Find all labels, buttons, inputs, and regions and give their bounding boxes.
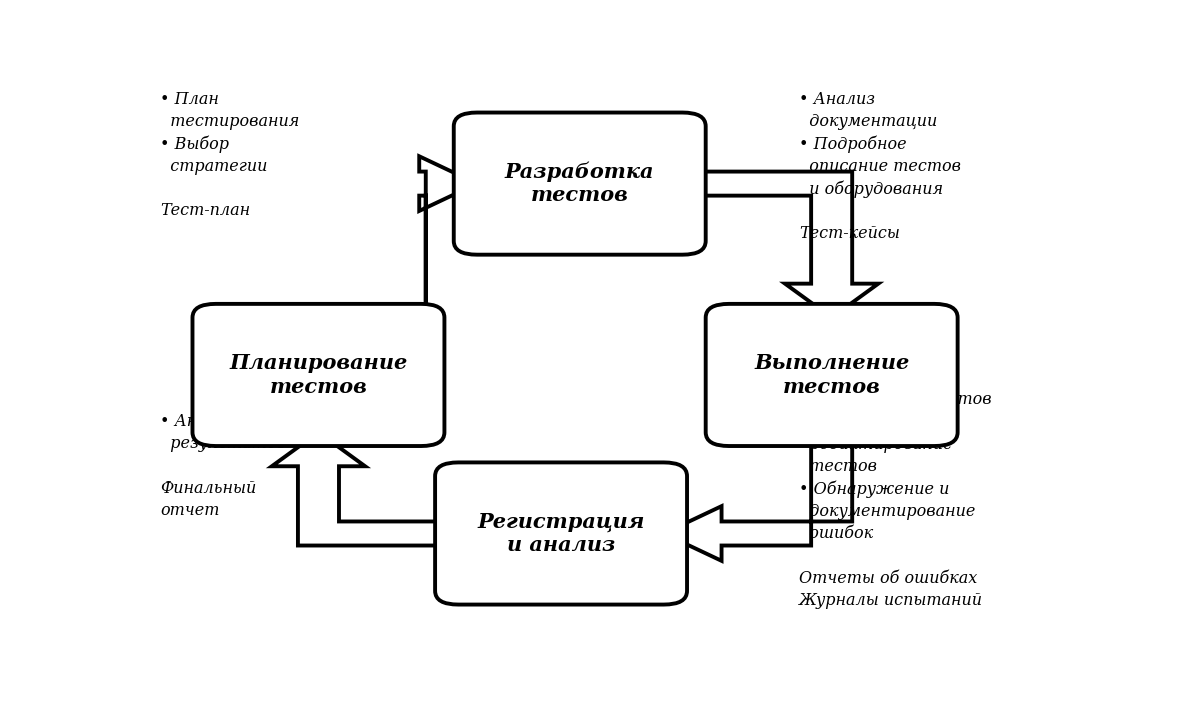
Polygon shape <box>663 432 852 561</box>
Text: Разработка
тестов: Разработка тестов <box>504 162 655 205</box>
FancyBboxPatch shape <box>454 113 706 255</box>
Text: • Анализ
  документации
• Подробное
  описание тестов
  и оборудования

Тест-кей: • Анализ документации • Подробное описан… <box>799 91 961 242</box>
Text: • План
  тестирования
• Выбор
  стратегии

Тест-план: • План тестирования • Выбор стратегии Те… <box>160 91 300 219</box>
Text: Регистрация
и анализ: Регистрация и анализ <box>477 512 645 555</box>
Polygon shape <box>419 156 477 387</box>
FancyBboxPatch shape <box>435 462 687 605</box>
Text: Планирование
тестов: Планирование тестов <box>229 354 408 397</box>
Text: • Выполнение тестов
• Поддержка,
  редактирование
  тестов
• Обнаружение и
  док: • Выполнение тестов • Поддержка, редакти… <box>799 391 992 609</box>
Text: • Анализ
  результатов

Финальный
отчет: • Анализ результатов Финальный отчет <box>160 413 285 519</box>
Text: Выполнение
тестов: Выполнение тестов <box>754 354 909 397</box>
Polygon shape <box>683 172 879 317</box>
FancyBboxPatch shape <box>706 304 957 446</box>
FancyBboxPatch shape <box>193 304 444 446</box>
Polygon shape <box>272 432 459 545</box>
